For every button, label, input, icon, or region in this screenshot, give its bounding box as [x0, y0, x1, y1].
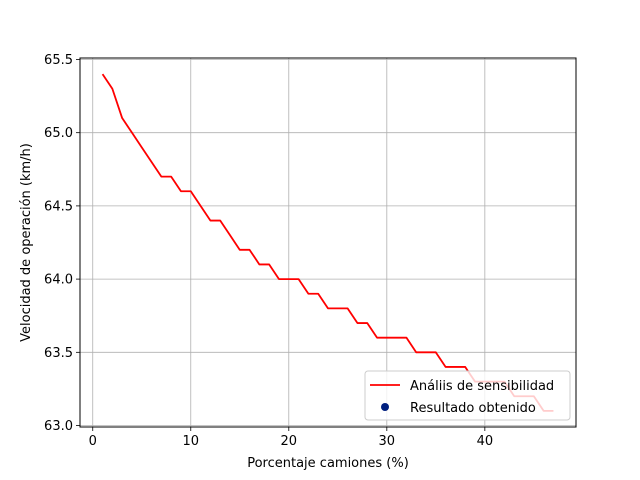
- legend-label-scatter: Resultado obtenido: [410, 401, 536, 416]
- x-tick-label: 40: [477, 434, 494, 449]
- legend: Análiis de sensibilidad Resultado obteni…: [364, 370, 571, 421]
- x-tick-label: 10: [182, 434, 199, 449]
- legend-label-line: Análiis de sensibilidad: [410, 379, 554, 394]
- y-tick-label: 64.5: [44, 199, 73, 214]
- plot-frame: [79, 57, 577, 428]
- legend-marker-swatch: [381, 403, 389, 411]
- y-tick-label: 63.5: [44, 346, 73, 361]
- x-tick-label: 20: [281, 434, 298, 449]
- y-tick-label: 64.0: [44, 273, 73, 288]
- y-axis-label: Velocidad de operación (km/h): [19, 143, 34, 342]
- series-layer: [101, 73, 554, 412]
- legend-box: [364, 370, 571, 421]
- x-axis-label: Porcentaje camiones (%): [247, 456, 409, 471]
- y-tick-label: 65.5: [44, 53, 73, 68]
- y-tick-label: 65.0: [44, 126, 73, 141]
- grid: [80, 58, 576, 427]
- x-tick-label: 0: [89, 434, 97, 449]
- y-tick-label: 63.0: [44, 419, 73, 434]
- ticks: 0 10 20 30 40 63.0 63.5 64.0 64.5 65.0 65.5: [44, 53, 493, 449]
- x-tick-label: 30: [379, 434, 396, 449]
- series-line-sensibilidad: [101, 73, 554, 412]
